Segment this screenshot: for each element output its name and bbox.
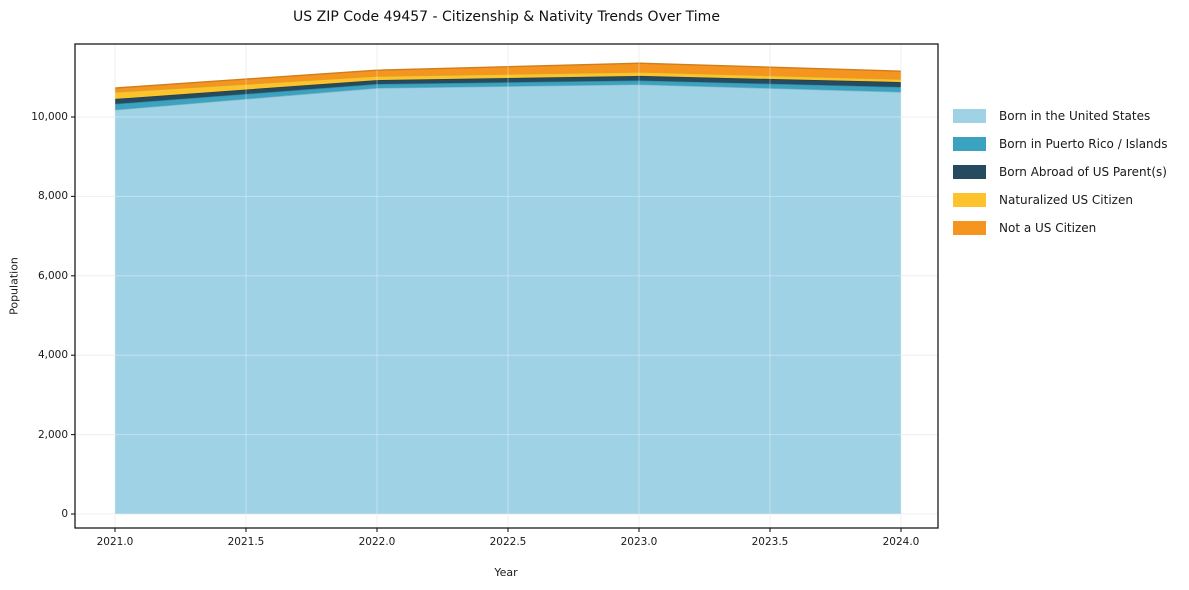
legend-swatch-icon (953, 109, 986, 123)
x-tick-label: 2021.5 (227, 536, 265, 548)
y-tick-label: 6,000 (37, 269, 68, 282)
plot-border (74, 43, 939, 529)
stacked-areas (114, 62, 902, 515)
legend-item-3: Naturalized US Citizen (953, 186, 1168, 214)
legend: Born in the United States Born in Puerto … (953, 102, 1168, 242)
legend-swatch-icon (953, 193, 986, 207)
legend-swatch-icon (953, 137, 986, 151)
x-tick-label: 2023.0 (620, 536, 658, 548)
gridlines-over (75, 44, 938, 528)
legend-label: Born in the United States (999, 109, 1151, 123)
area-series-4 (115, 63, 901, 92)
axis-tick-marks (71, 116, 902, 532)
area-series-2 (115, 75, 901, 104)
legend-label: Born in Puerto Rico / Islands (999, 137, 1168, 151)
area-series-3 (115, 71, 901, 99)
chart-title: US ZIP Code 49457 - Citizenship & Nativi… (293, 9, 720, 25)
legend-label: Naturalized US Citizen (999, 193, 1133, 207)
area-series-0 (115, 84, 901, 515)
legend-label: Not a US Citizen (999, 221, 1097, 235)
x-tick-label: 2023.5 (751, 536, 789, 548)
legend-item-0: Born in the United States (953, 102, 1168, 130)
legend-swatch-icon (953, 221, 986, 235)
x-tick-label: 2024.0 (882, 536, 920, 548)
y-tick-label: 8,000 (37, 190, 68, 203)
x-tick-label: 2021.0 (96, 536, 134, 548)
legend-item-1: Born in Puerto Rico / Islands (953, 130, 1168, 158)
x-axis-title: Year (494, 566, 518, 579)
x-tick-label: 2022.0 (358, 536, 396, 548)
legend-swatch-icon (953, 165, 986, 179)
y-axis-title: Population (7, 257, 21, 315)
legend-label: Born Abroad of US Parent(s) (999, 165, 1167, 179)
area-series-1 (115, 80, 901, 110)
x-tick-label: 2022.5 (489, 536, 527, 548)
y-tick-label: 10,000 (31, 111, 68, 123)
y-tick-label: 2,000 (37, 428, 68, 441)
y-tick-label: 0 (61, 508, 68, 520)
legend-item-4: Not a US Citizen (953, 214, 1168, 242)
y-tick-label: 4,000 (37, 349, 68, 362)
legend-item-2: Born Abroad of US Parent(s) (953, 158, 1168, 186)
